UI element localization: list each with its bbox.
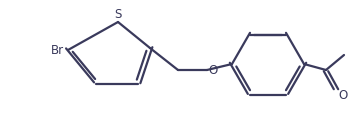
- Text: Br: Br: [51, 43, 64, 57]
- Text: S: S: [114, 8, 122, 21]
- Text: O: O: [208, 63, 217, 76]
- Text: O: O: [338, 89, 347, 102]
